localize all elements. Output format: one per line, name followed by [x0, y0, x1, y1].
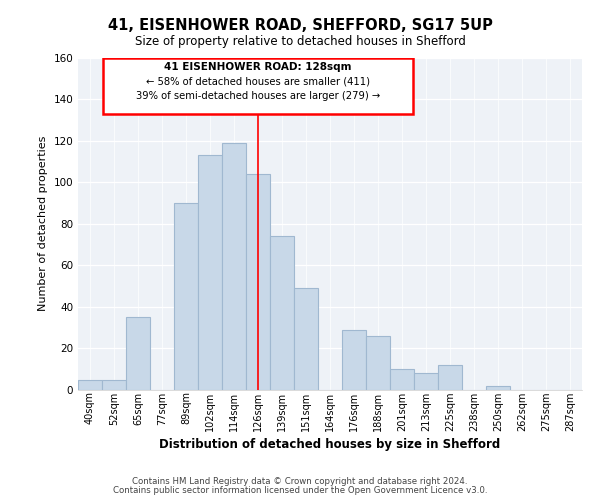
Bar — [78, 380, 102, 390]
Bar — [294, 288, 318, 390]
Bar — [414, 374, 438, 390]
Bar — [222, 142, 246, 390]
Text: 41 EISENHOWER ROAD: 128sqm: 41 EISENHOWER ROAD: 128sqm — [164, 62, 352, 72]
Text: Contains public sector information licensed under the Open Government Licence v3: Contains public sector information licen… — [113, 486, 487, 495]
X-axis label: Distribution of detached houses by size in Shefford: Distribution of detached houses by size … — [160, 438, 500, 451]
Text: Contains HM Land Registry data © Crown copyright and database right 2024.: Contains HM Land Registry data © Crown c… — [132, 477, 468, 486]
Bar — [366, 336, 390, 390]
Bar — [390, 369, 414, 390]
Bar — [102, 380, 126, 390]
Bar — [174, 203, 198, 390]
Bar — [246, 174, 270, 390]
Text: Size of property relative to detached houses in Shefford: Size of property relative to detached ho… — [134, 35, 466, 48]
Text: 41, EISENHOWER ROAD, SHEFFORD, SG17 5UP: 41, EISENHOWER ROAD, SHEFFORD, SG17 5UP — [107, 18, 493, 32]
Y-axis label: Number of detached properties: Number of detached properties — [38, 136, 48, 312]
Bar — [126, 318, 150, 390]
Text: 39% of semi-detached houses are larger (279) →: 39% of semi-detached houses are larger (… — [136, 91, 380, 101]
Bar — [270, 236, 294, 390]
Bar — [198, 155, 222, 390]
Bar — [486, 386, 510, 390]
Text: ← 58% of detached houses are smaller (411): ← 58% of detached houses are smaller (41… — [146, 76, 370, 86]
Bar — [438, 365, 462, 390]
FancyBboxPatch shape — [103, 58, 413, 114]
Bar — [342, 330, 366, 390]
